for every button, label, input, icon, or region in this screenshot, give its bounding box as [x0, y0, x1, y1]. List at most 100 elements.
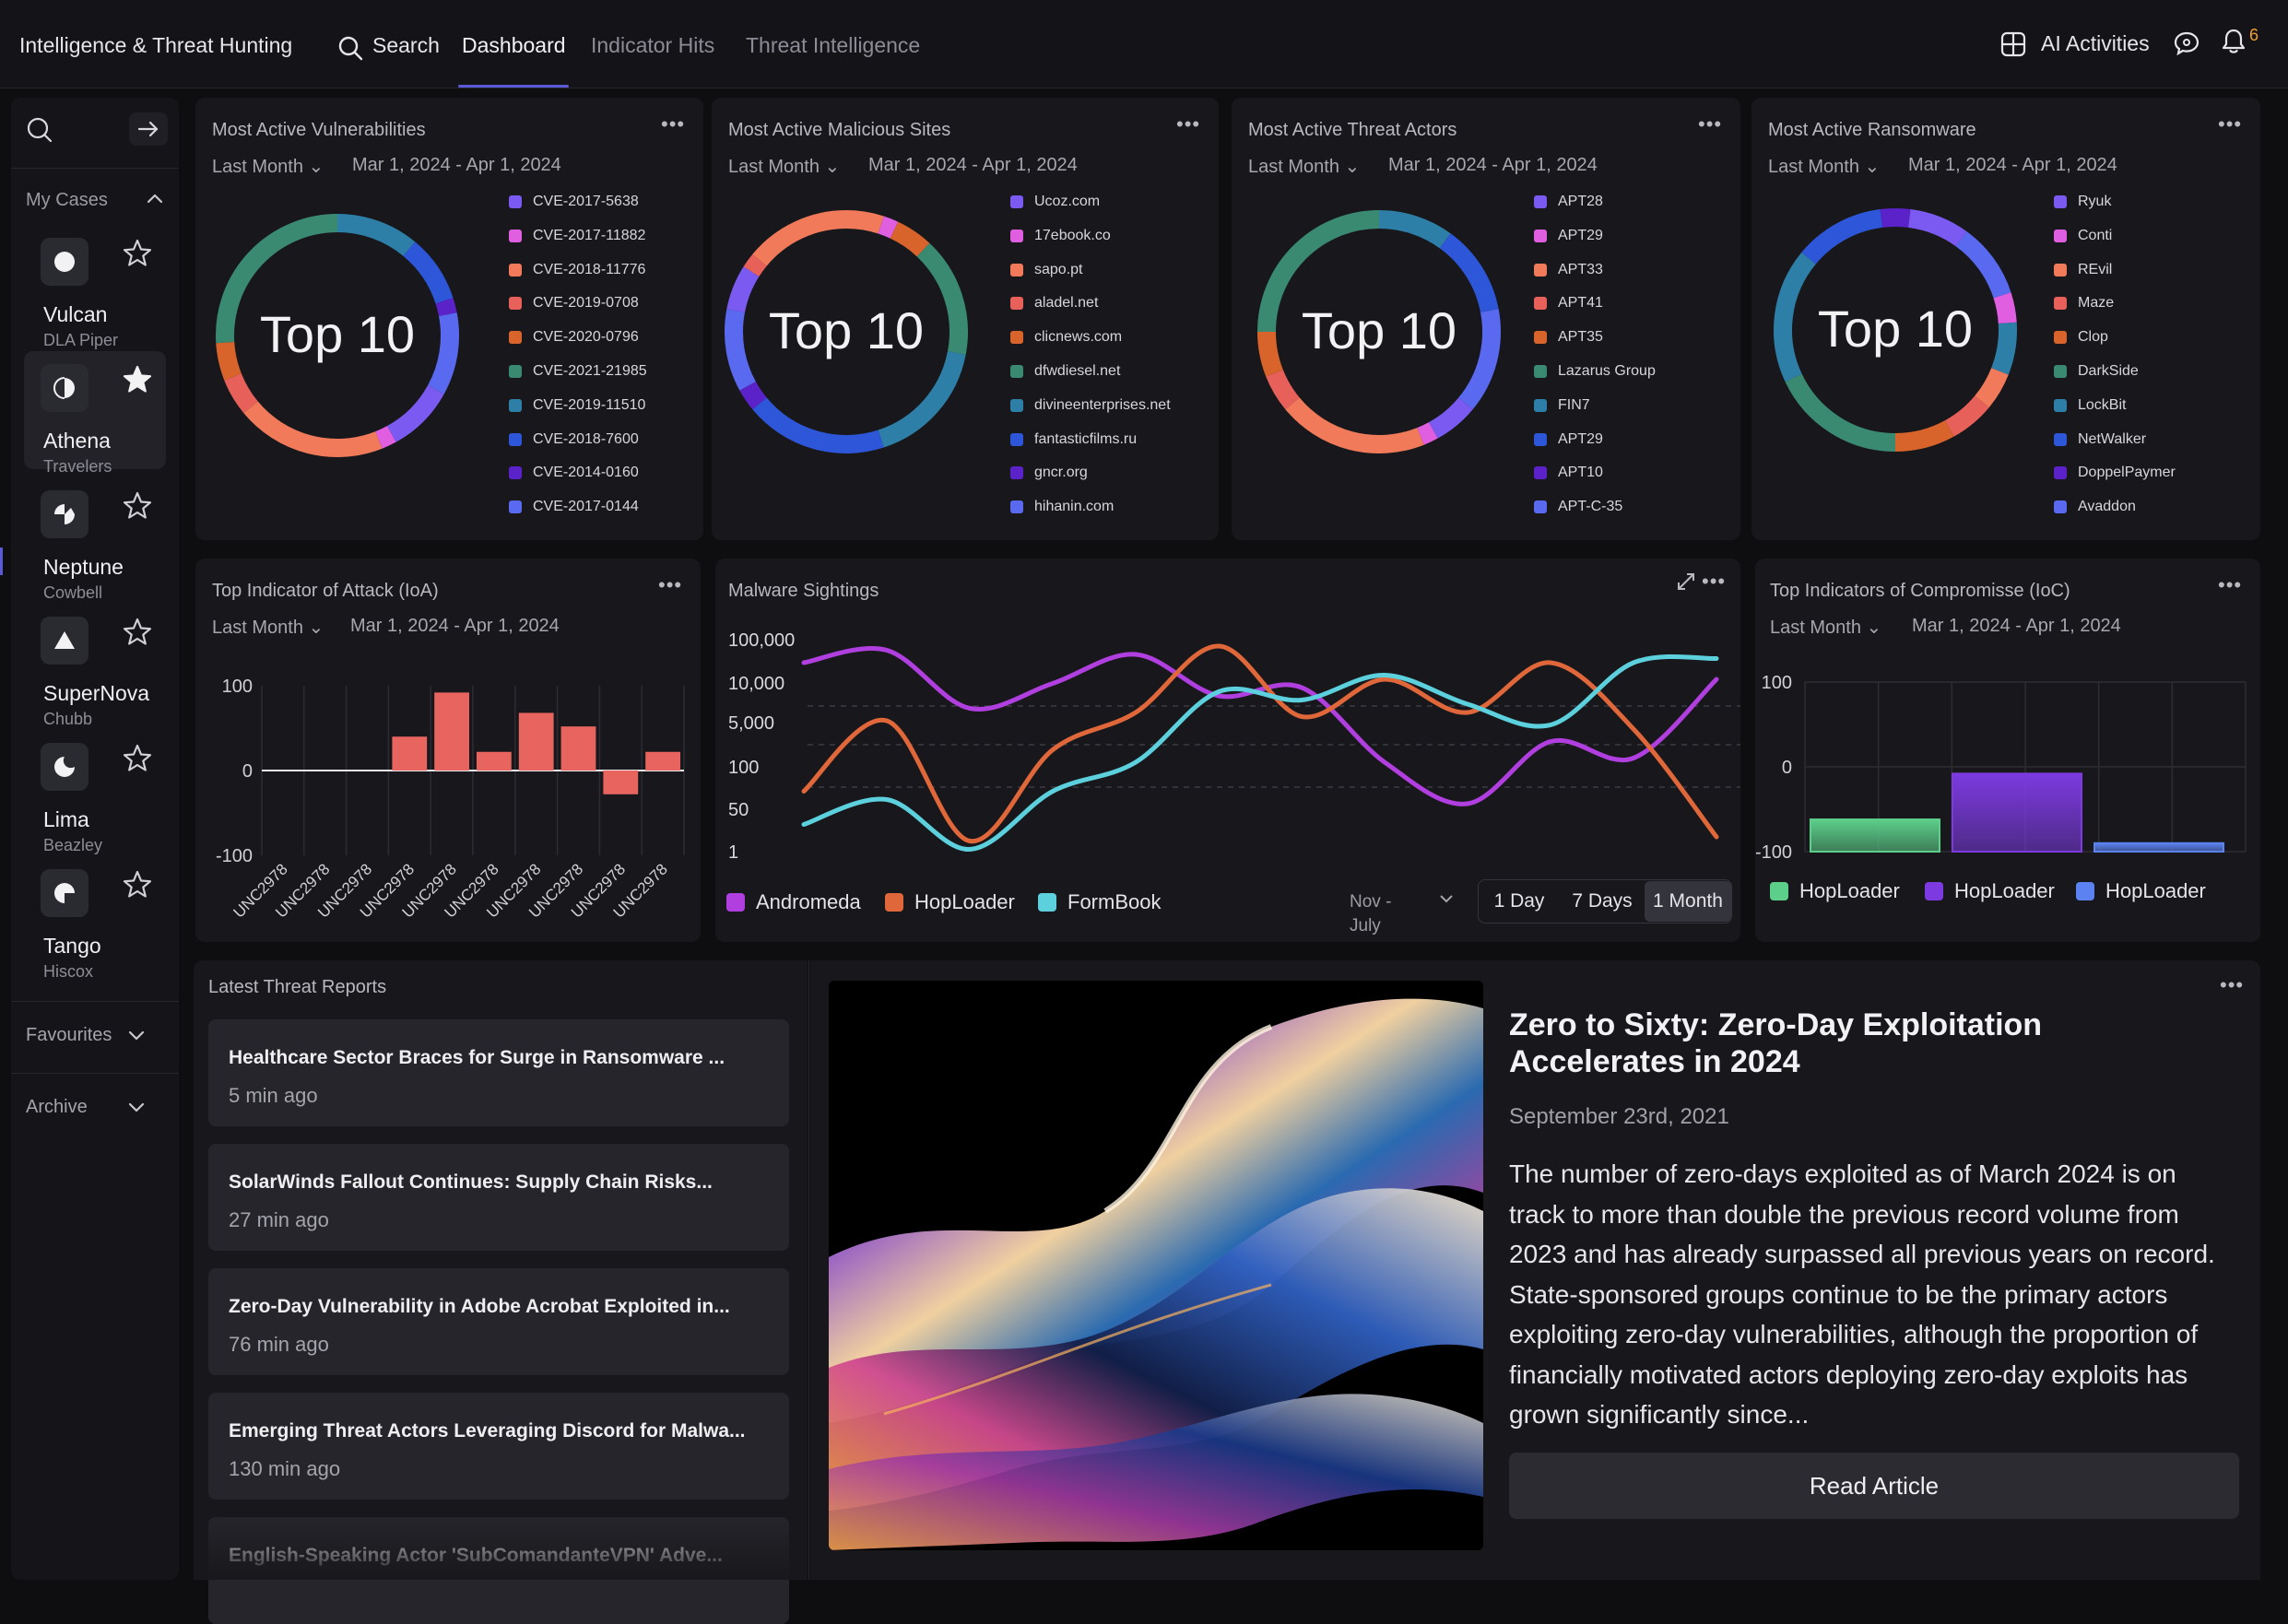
more-options-icon[interactable]: •••: [2220, 973, 2245, 996]
legend-item[interactable]: clicnews.com: [1010, 328, 1122, 347]
read-article-button[interactable]: Read Article: [1509, 1453, 2239, 1519]
timeframe-1-month[interactable]: 1 Month: [1645, 881, 1731, 922]
timeframe-1-day[interactable]: 1 Day: [1493, 890, 1545, 912]
donut-segment[interactable]: [1993, 292, 2017, 324]
star-icon[interactable]: [122, 238, 153, 269]
legend-item[interactable]: CVE-2020-0796: [509, 328, 639, 347]
legend-item[interactable]: aladel.net: [1010, 294, 1098, 312]
legend-item[interactable]: Conti: [2054, 227, 2112, 245]
bar[interactable]: [1810, 818, 1940, 853]
bar[interactable]: [603, 771, 639, 794]
period-select[interactable]: Last Month ⌄: [1248, 155, 1360, 178]
chevron-down-icon[interactable]: [127, 1029, 146, 1046]
case-item-supernova[interactable]: SuperNova Chubb: [24, 604, 166, 728]
legend-item[interactable]: Lazarus Group: [1534, 362, 1656, 381]
donut-segment[interactable]: [243, 401, 383, 457]
period-select[interactable]: Last Month ⌄: [212, 155, 324, 178]
legend-item[interactable]: hihanin.com: [1010, 498, 1114, 516]
donut-segment[interactable]: [1991, 322, 2017, 375]
bar[interactable]: [518, 712, 554, 771]
donut-segment[interactable]: [428, 312, 459, 394]
donut-segment[interactable]: [1785, 373, 1896, 452]
legend-item[interactable]: DoppelPaymer: [2054, 464, 2176, 482]
legend-item[interactable]: Maze: [2054, 294, 2114, 312]
series-line-hoploader[interactable]: [801, 643, 1719, 844]
legend-item[interactable]: HopLoader: [1925, 879, 2055, 903]
star-icon[interactable]: [122, 490, 153, 522]
legend-item[interactable]: gncr.org: [1010, 464, 1088, 482]
legend-item[interactable]: CVE-2018-11776: [509, 261, 645, 279]
more-options-icon[interactable]: •••: [2218, 112, 2243, 135]
report-item[interactable]: Healthcare Sector Braces for Surge in Ra…: [208, 1019, 789, 1126]
donut-segment[interactable]: [1257, 210, 1380, 333]
search-icon[interactable]: [337, 35, 363, 65]
more-options-icon[interactable]: •••: [658, 573, 683, 596]
legend-item[interactable]: DarkSide: [2054, 362, 2139, 381]
more-options-icon[interactable]: •••: [1702, 570, 1727, 593]
legend-item[interactable]: Clop: [2054, 328, 2108, 347]
grid-icon[interactable]: [2000, 31, 2026, 62]
legend-item[interactable]: APT41: [1534, 294, 1603, 312]
bar[interactable]: [560, 726, 596, 771]
star-icon[interactable]: [122, 869, 153, 900]
donut-segment[interactable]: [1458, 309, 1501, 410]
case-item-neptune[interactable]: Neptune Cowbell: [24, 477, 166, 602]
legend-item[interactable]: CVE-2019-0708: [509, 294, 639, 312]
legend-item[interactable]: dfwdiesel.net: [1010, 362, 1120, 381]
case-item-athena[interactable]: Athena Travelers: [24, 351, 166, 476]
donut-segment[interactable]: [1894, 420, 1954, 452]
donut-segment[interactable]: [1439, 233, 1499, 313]
donut-segment[interactable]: [739, 381, 767, 410]
donut-segment[interactable]: [1975, 367, 2009, 408]
case-item-lima[interactable]: Lima Beazley: [24, 730, 166, 854]
legend-item[interactable]: CVE-2021-21985: [509, 362, 647, 381]
legend-item[interactable]: APT35: [1534, 328, 1603, 347]
bell-icon[interactable]: [2220, 28, 2247, 60]
legend-item[interactable]: 17ebook.co: [1010, 227, 1111, 245]
legend-item[interactable]: APT29: [1534, 430, 1603, 449]
bar[interactable]: [1952, 772, 2082, 853]
period-select[interactable]: Last Month ⌄: [728, 155, 840, 178]
donut-segment[interactable]: [403, 241, 454, 304]
period-select[interactable]: Last Month ⌄: [1770, 616, 1881, 639]
donut-segment[interactable]: [1774, 252, 1816, 382]
collapse-sidebar-button[interactable]: [129, 112, 168, 146]
donut-segment[interactable]: [752, 210, 847, 266]
favourites-toggle[interactable]: Favourites: [26, 1025, 112, 1045]
legend-item[interactable]: sapo.pt: [1010, 261, 1082, 279]
donut-segment[interactable]: [1801, 209, 1883, 265]
timeframe-7-days[interactable]: 7 Days: [1572, 890, 1633, 912]
legend-item[interactable]: CVE-2019-11510: [509, 396, 645, 415]
donut-segment[interactable]: [1907, 209, 1967, 247]
report-item[interactable]: Emerging Threat Actors Leveraging Discor…: [208, 1393, 789, 1500]
legend-item[interactable]: FIN7: [1534, 396, 1590, 415]
donut-segment[interactable]: [1378, 210, 1451, 249]
legend-item[interactable]: Ucoz.com: [1010, 193, 1100, 211]
tab-indicator-hits[interactable]: Indicator Hits: [591, 33, 715, 57]
expand-icon[interactable]: [1676, 571, 1696, 596]
report-item[interactable]: SolarWinds Fallout Continues: Supply Cha…: [208, 1144, 789, 1251]
legend-item[interactable]: HopLoader: [1770, 879, 1900, 903]
legend-item[interactable]: CVE-2017-5638: [509, 193, 639, 211]
donut-segment[interactable]: [1257, 331, 1283, 377]
series-line-formbook[interactable]: [801, 653, 1719, 853]
donut-segment[interactable]: [878, 350, 966, 448]
donut-segment[interactable]: [386, 384, 444, 442]
period-select[interactable]: Last Month ⌄: [1768, 155, 1880, 178]
article-title[interactable]: Zero to Sixty: Zero-Day Exploitation Acc…: [1509, 1007, 2043, 1079]
legend-item[interactable]: LockBit: [2054, 396, 2126, 415]
legend-item[interactable]: CVE-2017-0144: [509, 498, 639, 516]
legend-item[interactable]: REvil: [2054, 261, 2112, 279]
legend-item[interactable]: fantasticfilms.ru: [1010, 430, 1137, 449]
more-options-icon[interactable]: •••: [2218, 573, 2243, 596]
more-options-icon[interactable]: •••: [661, 112, 686, 135]
donut-segment[interactable]: [845, 210, 884, 234]
more-options-icon[interactable]: •••: [1176, 112, 1201, 135]
bar[interactable]: [392, 736, 428, 771]
star-icon[interactable]: [122, 617, 153, 648]
donut-segment[interactable]: [752, 397, 884, 453]
donut-segment[interactable]: [1266, 369, 1300, 410]
donut-segment[interactable]: [216, 214, 338, 344]
legend-item[interactable]: CVE-2014-0160: [509, 464, 639, 482]
donut-segment[interactable]: [224, 372, 258, 414]
